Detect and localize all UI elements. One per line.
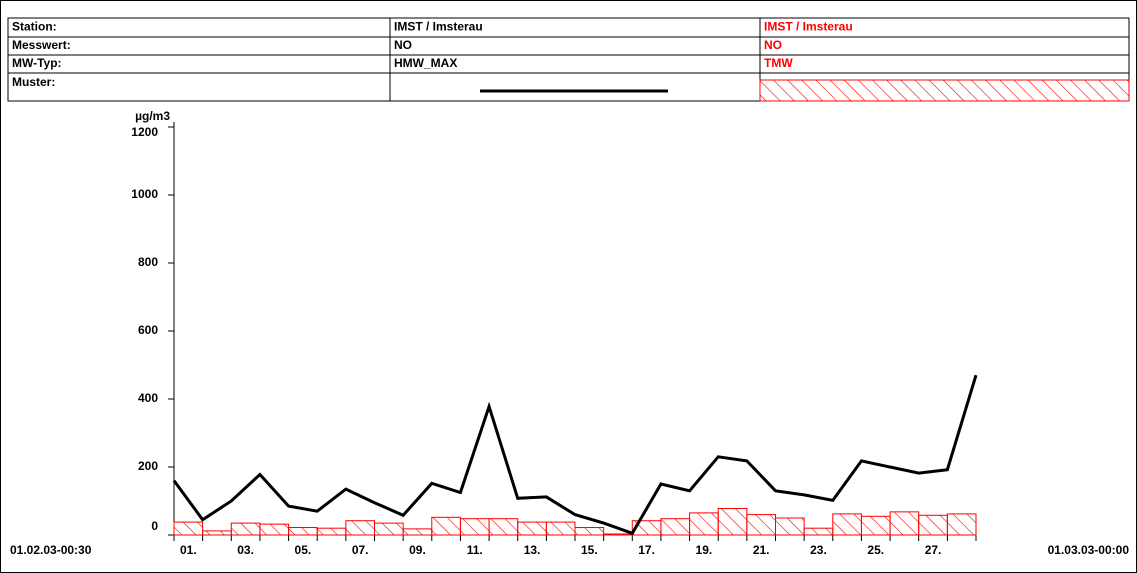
bar [746, 514, 776, 536]
table-cell: IMST / Imsterau [764, 20, 853, 34]
x-tick-label: 15. [581, 543, 598, 557]
x-tick-label: 19. [696, 543, 713, 557]
bar [918, 514, 948, 536]
bar [488, 518, 519, 536]
y-tick-label: 600 [138, 323, 158, 337]
bar [689, 512, 719, 536]
end-label: 01.03.03-00:00 [1048, 543, 1130, 557]
table-border [7, 17, 1130, 102]
bar [832, 513, 862, 536]
x-tick-label: 05. [295, 543, 312, 557]
bar [545, 521, 576, 536]
bar [259, 523, 290, 536]
x-tick-label: 01. [180, 543, 197, 557]
x-tick-label: 13. [524, 543, 541, 557]
y-tick-label: 0 [151, 519, 158, 533]
table-cell: HMW_MAX [394, 56, 457, 70]
bar [775, 517, 805, 536]
bar [803, 527, 834, 536]
y-tick-label: 200 [138, 459, 158, 473]
bar [202, 530, 232, 536]
bar [946, 513, 977, 536]
legend-hatch-sample [759, 79, 1130, 102]
table-cell: IMST / Imsterau [394, 20, 483, 34]
table-cell: MW-Typ: [12, 56, 62, 70]
legend-table: Station: IMST / Imsterau IMST / Imsterau Me… [7, 17, 1130, 102]
bar [889, 511, 920, 536]
table-cell: Messwert: [12, 38, 71, 52]
table-cell: Station: [12, 20, 57, 34]
x-tick-label: 25. [867, 543, 884, 557]
y-unit: µg/m3 [135, 109, 170, 123]
y-tick-label: 1200 [131, 125, 158, 139]
y-tick-label: 400 [138, 391, 158, 405]
plot: µg/m3 0 200 400 600 800 1000 1200 01. 03. 05. 07. 09… [10, 109, 1129, 557]
x-tick-label: 03. [237, 543, 254, 557]
y-tick-label: 800 [138, 255, 158, 269]
bar [717, 507, 748, 536]
bar [574, 527, 605, 536]
bar [402, 528, 433, 536]
table-cell: NO [394, 38, 412, 52]
start-label: 01.02.03-00:30 [10, 543, 92, 557]
table-cell: TMW [764, 56, 793, 70]
x-tick-label: 11. [467, 543, 483, 557]
bar [860, 515, 891, 536]
y-tick-label: 1000 [131, 187, 158, 201]
bar [288, 527, 318, 536]
bar [173, 521, 204, 536]
x-tick-label: 09. [409, 543, 426, 557]
x-tick-label: 17. [638, 543, 655, 557]
line [172, 374, 978, 536]
x-tick-label: 07. [352, 543, 369, 557]
bar [459, 518, 490, 536]
bar [345, 520, 376, 536]
table-cell: NO [764, 38, 782, 52]
bar [230, 522, 261, 536]
x-tick-label: 27. [925, 543, 942, 557]
bar [431, 516, 461, 536]
bar [316, 527, 347, 536]
table-cell: Muster: [12, 75, 55, 89]
bar [374, 522, 404, 536]
bar [603, 533, 633, 536]
x-tick-label: 23. [810, 543, 827, 557]
x-tick-label: 21. [753, 543, 770, 557]
bar [660, 518, 691, 536]
bar [517, 521, 547, 536]
